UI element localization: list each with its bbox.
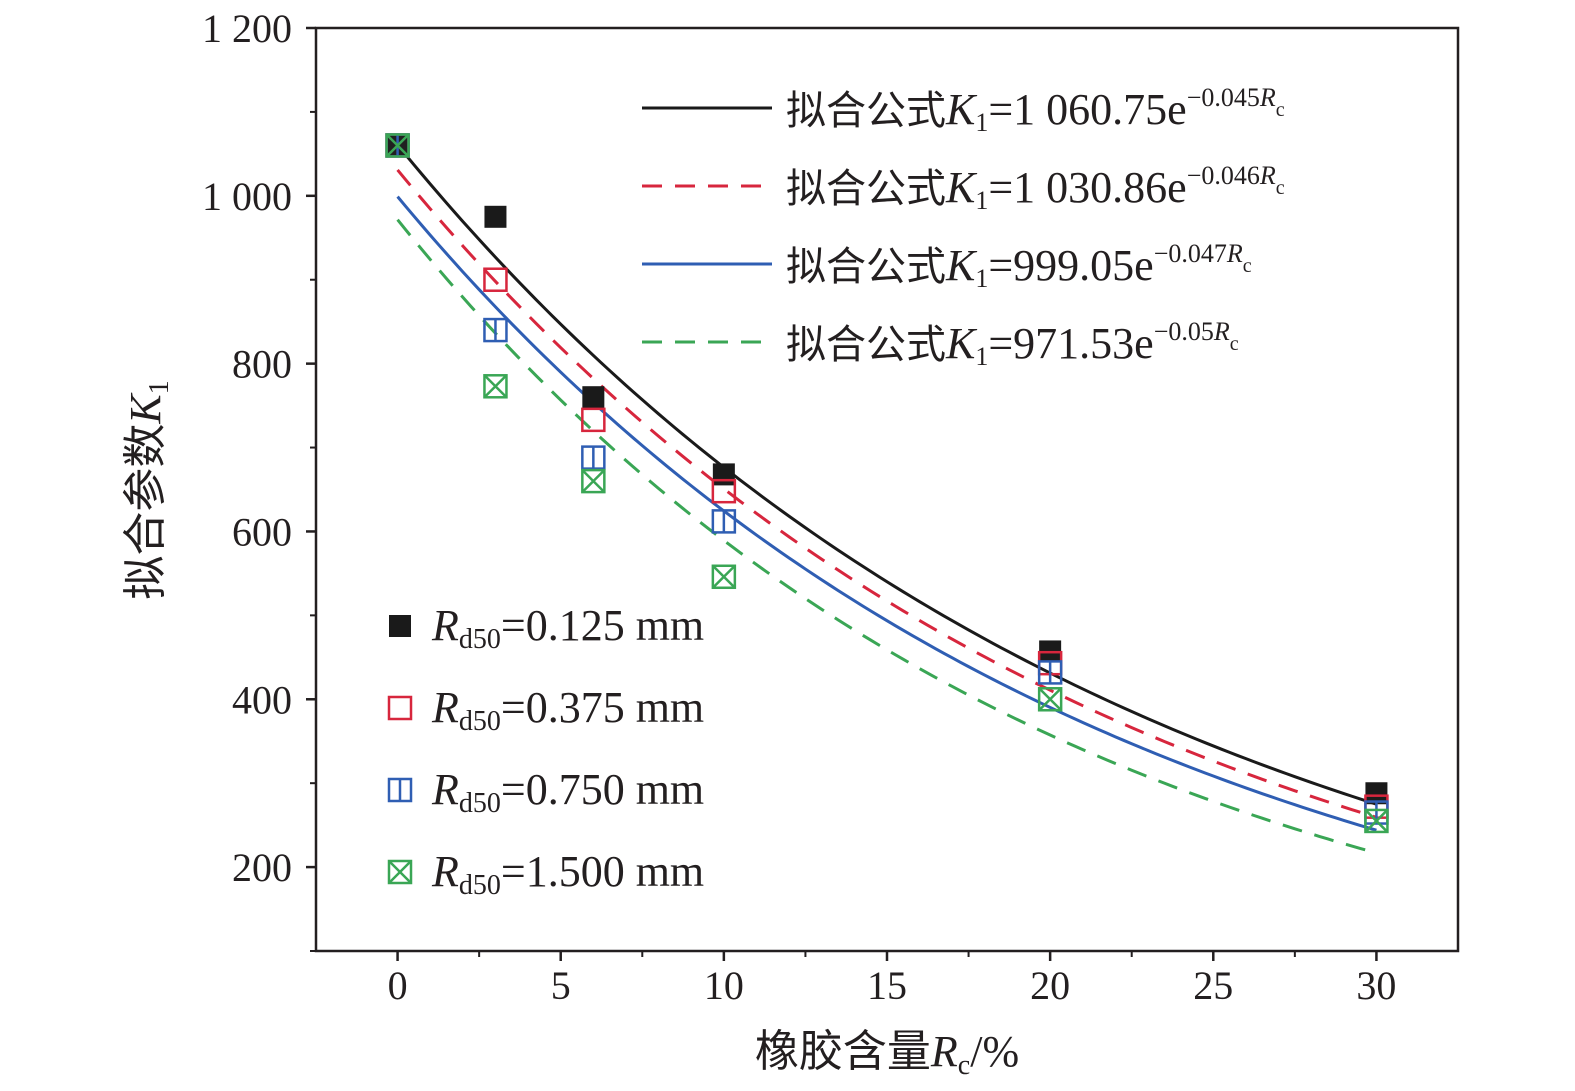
data-point-series-4: [1364, 808, 1389, 834]
y-tick-label: 200: [232, 845, 292, 890]
legend-fit-label-3: 拟合公式K1=999.05e−0.047Rc: [786, 239, 1252, 293]
data-point-series-3: [711, 509, 737, 534]
legend-marker-1: [389, 615, 411, 637]
legend-fit-label-2: 拟合公式K1=1 030.86e−0.046Rc: [786, 161, 1285, 215]
y-tick-label: 400: [232, 677, 292, 722]
data-point-series-3: [581, 445, 606, 470]
y-tick-label: 1 000: [202, 174, 292, 219]
fit-curve-3: [396, 195, 1377, 832]
data-point-series-2: [483, 267, 508, 292]
x-tick-label: 0: [388, 963, 408, 1008]
y-axis-title: 拟合参数K1: [120, 380, 175, 599]
data-point-series-2: [711, 478, 737, 504]
data-point-series-1: [582, 386, 605, 409]
data-point-series-4: [1037, 687, 1063, 712]
y-tick-label: 600: [232, 509, 292, 554]
y-tick-label: 1 200: [202, 6, 292, 51]
y-tick-label: 800: [232, 342, 292, 387]
x-tick-label: 30: [1356, 963, 1396, 1008]
legend-series-label-3: Rd50=0.750 mm: [431, 765, 704, 819]
x-axis-title: 橡胶含量Rc/%: [755, 1026, 1019, 1081]
data-point-series-4: [483, 374, 508, 399]
x-tick-label: 5: [551, 963, 571, 1008]
data-point-series-3: [483, 317, 508, 343]
x-tick-label: 20: [1030, 963, 1070, 1008]
legend-fit-label-1: 拟合公式K1=1 060.75e−0.045Rc: [786, 83, 1285, 137]
legend-marker-4: [387, 859, 413, 885]
fit-curve-1: [396, 143, 1377, 806]
data-point-series-4: [711, 564, 737, 590]
fit-curve-4: [396, 218, 1377, 855]
legend-marker-2: [387, 695, 413, 721]
x-tick-label: 10: [704, 963, 744, 1008]
fit-curve-2: [396, 168, 1377, 819]
legend-series-label-1: Rd50=0.125 mm: [431, 601, 704, 655]
legend-series-label-2: Rd50=0.375 mm: [431, 683, 704, 737]
legend-marker-3: [387, 777, 413, 803]
x-tick-label: 15: [867, 963, 907, 1008]
data-point-series-4: [385, 133, 410, 158]
legend-fit-label-4: 拟合公式K1=971.53e−0.05Rc: [786, 317, 1239, 371]
data-point-series-1: [1365, 782, 1388, 805]
data-point-series-1: [484, 205, 507, 228]
data-point-series-3: [1037, 660, 1063, 685]
legend-series-label-4: Rd50=1.500 mm: [431, 847, 704, 901]
x-tick-label: 25: [1193, 963, 1233, 1008]
data-point-series-2: [581, 407, 606, 433]
data-point-series-4: [581, 468, 606, 494]
